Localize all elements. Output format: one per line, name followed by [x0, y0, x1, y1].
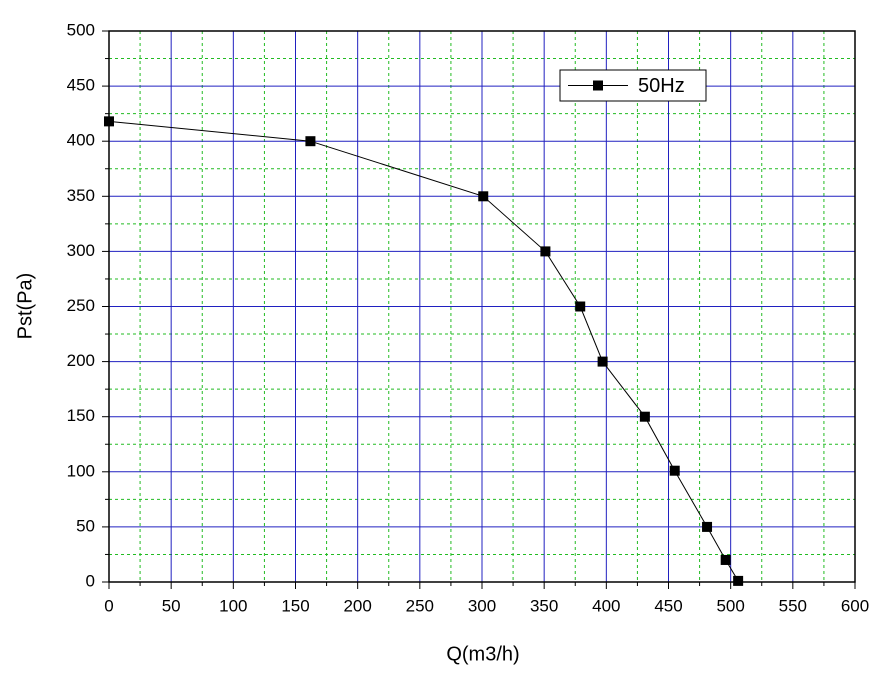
y-tick-label: 250 — [67, 296, 95, 315]
x-tick-label: 600 — [841, 596, 869, 615]
data-point — [597, 356, 608, 367]
data-point — [305, 136, 316, 147]
y-tick-label: 0 — [86, 571, 95, 590]
y-tick-label: 100 — [67, 461, 95, 480]
y-tick-label: 200 — [67, 351, 95, 370]
x-tick-label: 100 — [219, 596, 247, 615]
legend-label: 50Hz — [638, 75, 685, 97]
legend-marker — [593, 80, 603, 91]
x-axis-title: Q(m3/h) — [446, 643, 519, 665]
x-tick-label: 50 — [162, 596, 181, 615]
x-tick-label: 250 — [406, 596, 434, 615]
y-axis-title: Pst(Pa) — [14, 273, 36, 340]
x-tick-label: 450 — [654, 596, 682, 615]
x-tick-label: 200 — [343, 596, 371, 615]
data-point — [575, 301, 586, 312]
data-point — [478, 191, 489, 202]
x-tick-label: 400 — [592, 596, 620, 615]
data-point — [540, 246, 551, 257]
data-point — [702, 521, 713, 532]
data-line — [108, 120, 739, 582]
y-tick-label: 350 — [67, 186, 95, 205]
y-tick-label: 150 — [67, 406, 95, 425]
data-point — [720, 554, 731, 565]
x-tick-label: 350 — [530, 596, 558, 615]
plot-frame — [108, 30, 856, 583]
y-tick-label: 400 — [67, 131, 95, 150]
x-tick-label: 500 — [716, 596, 744, 615]
data-point — [669, 465, 680, 476]
x-tick-label: 150 — [281, 596, 309, 615]
x-tick-label: 300 — [468, 596, 496, 615]
data-point — [104, 116, 114, 127]
y-tick-label: 450 — [67, 76, 95, 95]
x-tick-label: 0 — [104, 596, 113, 615]
x-tick-label: 550 — [779, 596, 807, 615]
y-tick-label: 300 — [67, 241, 95, 260]
data-point — [733, 575, 744, 586]
y-tick-label: 50 — [76, 516, 95, 535]
y-tick-label: 500 — [67, 20, 95, 39]
data-point — [639, 411, 650, 422]
